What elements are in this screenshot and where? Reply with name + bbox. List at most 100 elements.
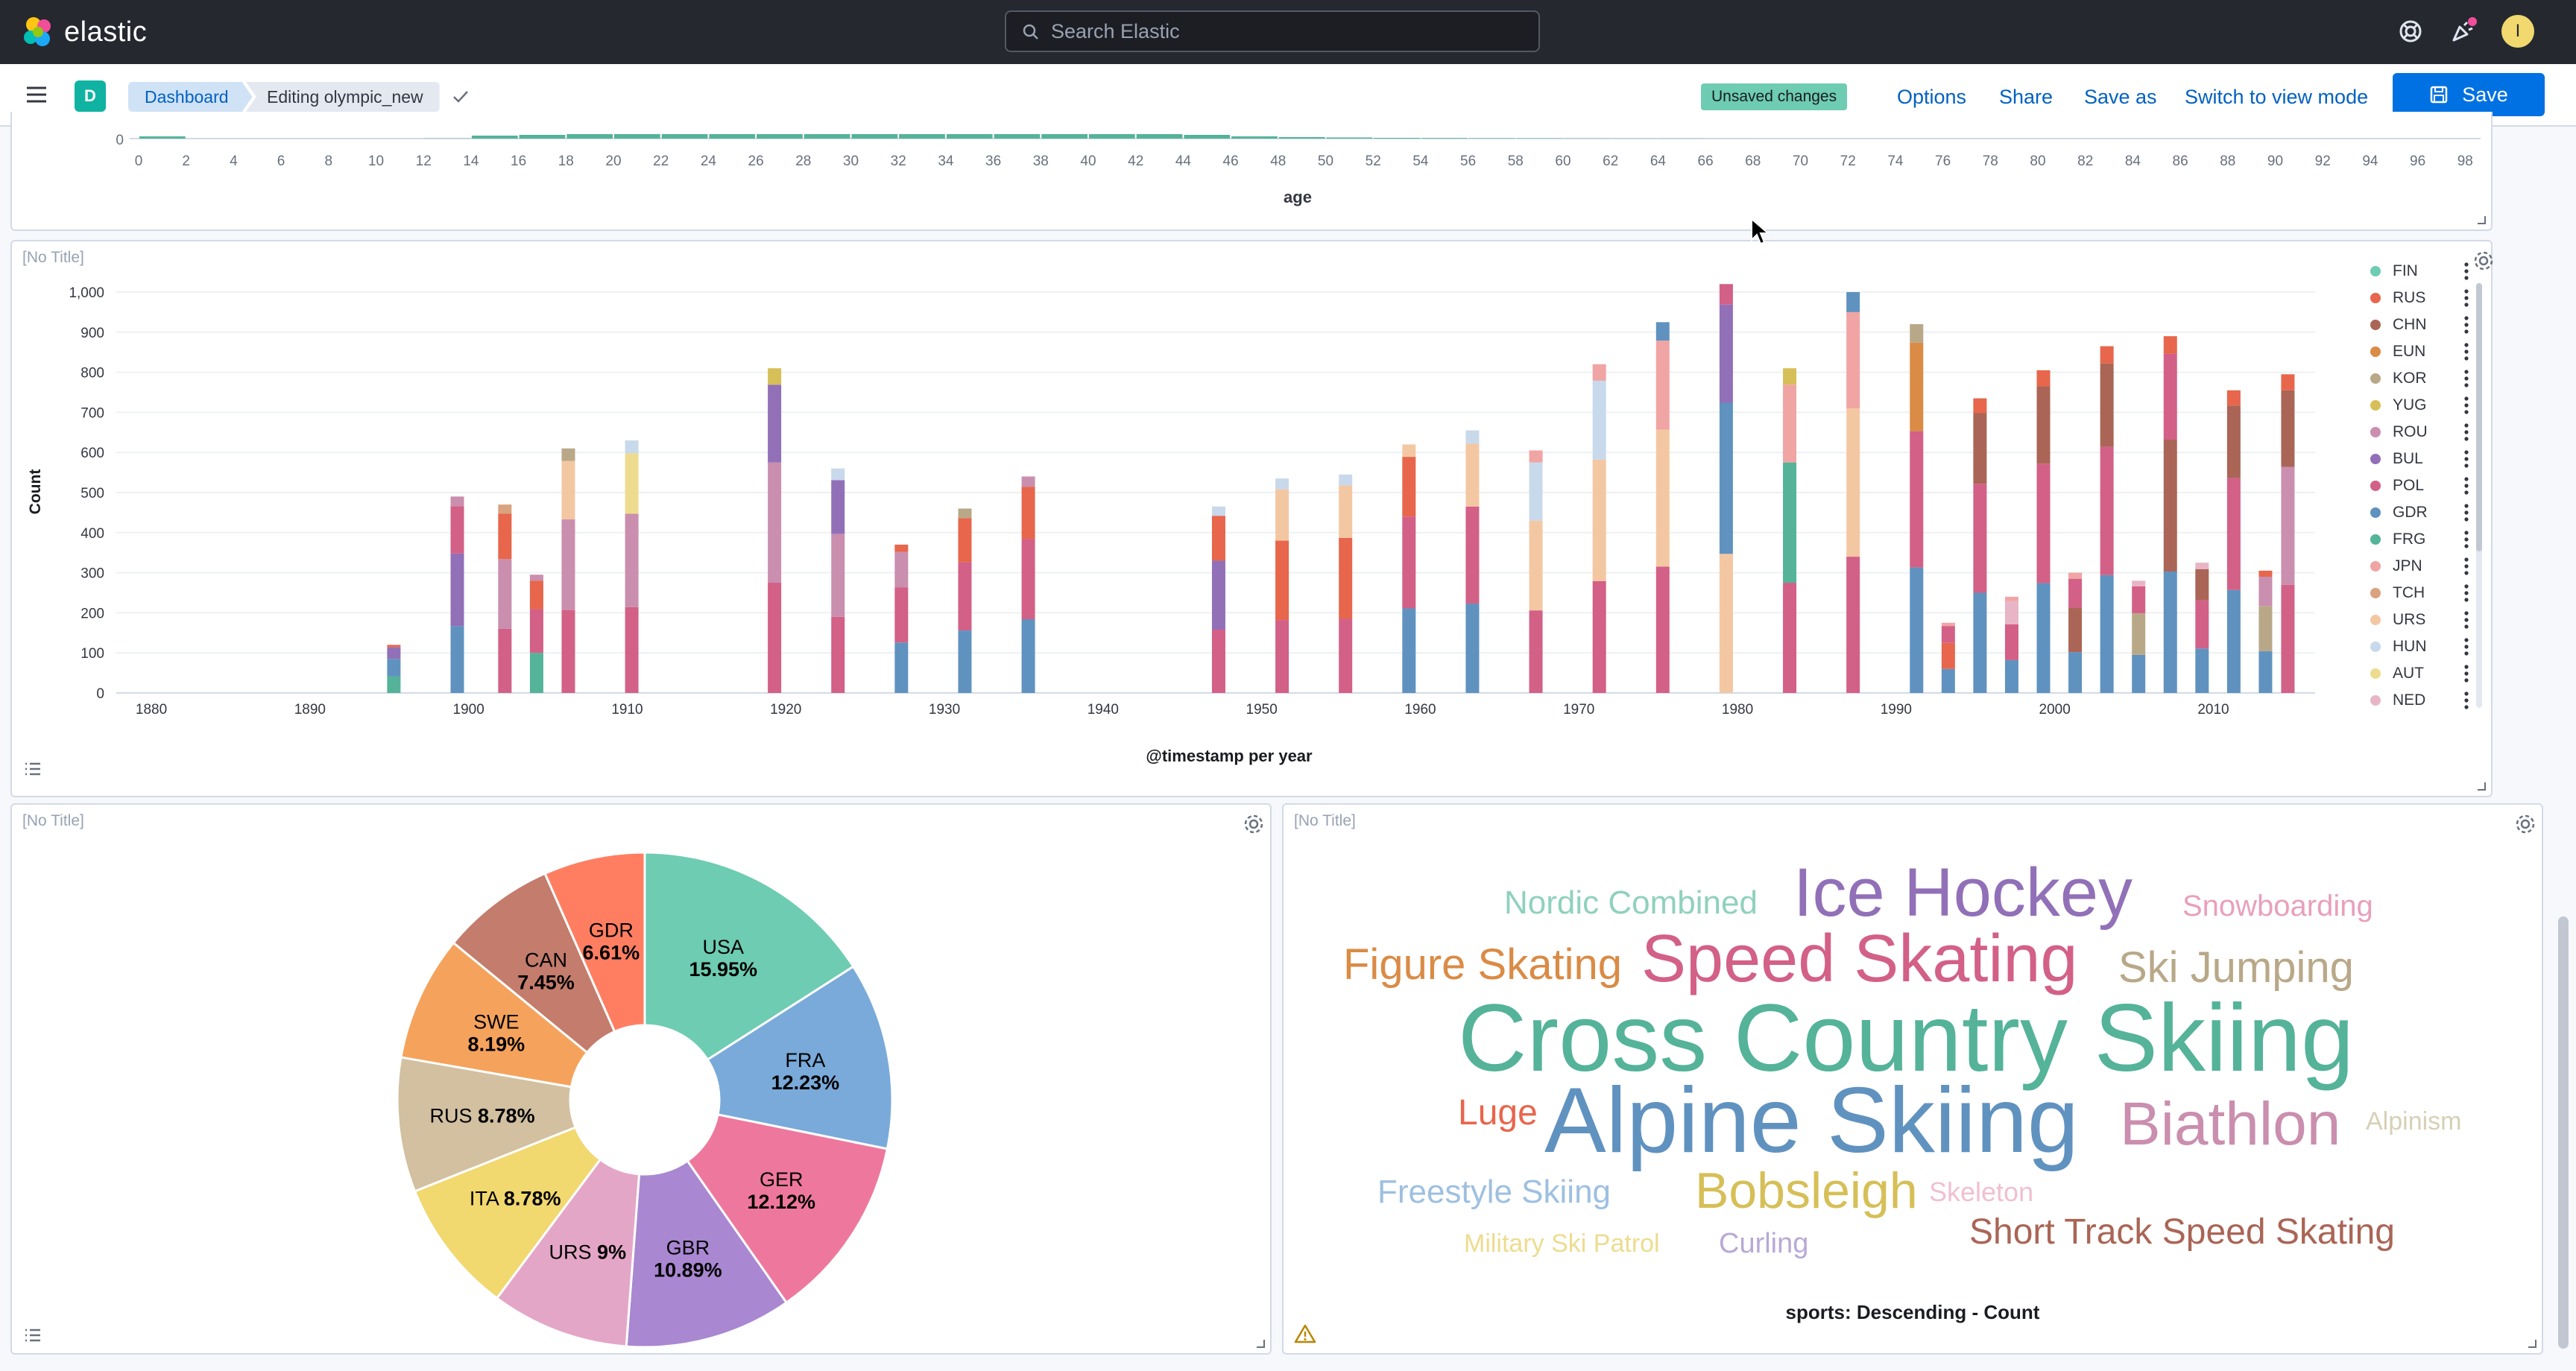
stacked-bar-segment[interactable] bbox=[2258, 606, 2273, 652]
legend-item-actions-icon[interactable] bbox=[2464, 663, 2469, 684]
legend-item-hun[interactable]: HUN bbox=[2370, 633, 2427, 660]
stacked-bar-segment[interactable] bbox=[561, 609, 575, 693]
histogram-bar[interactable] bbox=[994, 134, 1041, 139]
stacked-bar-segment[interactable] bbox=[1529, 520, 1543, 611]
stacked-bar-segment[interactable] bbox=[768, 368, 782, 385]
stacked-bar-segment[interactable] bbox=[2004, 624, 2018, 660]
legend-item-pol[interactable]: POL bbox=[2370, 472, 2424, 499]
stacked-bar-segment[interactable] bbox=[2281, 584, 2295, 693]
tag-cloud-word[interactable]: Short Track Speed Skating bbox=[1969, 1212, 2395, 1252]
tag-cloud-word[interactable]: Military Ski Patrol bbox=[1464, 1229, 1660, 1258]
stacked-bar-segment[interactable] bbox=[1655, 322, 1670, 341]
donut-slice-fra[interactable] bbox=[706, 965, 894, 1150]
stacked-bar-segment[interactable] bbox=[2195, 600, 2209, 649]
stacked-bar-segment[interactable] bbox=[1719, 554, 1733, 693]
legend-item-chn[interactable]: CHN bbox=[2370, 311, 2427, 338]
donut-slice-swe[interactable] bbox=[400, 941, 589, 1089]
histogram-bar[interactable] bbox=[471, 136, 518, 139]
stacked-bar-segment[interactable] bbox=[1973, 398, 1987, 414]
stacked-bar-segment[interactable] bbox=[1211, 629, 1225, 693]
legend-item-actions-icon[interactable] bbox=[2464, 502, 2469, 523]
stacked-bar-segment[interactable] bbox=[625, 607, 639, 693]
stacked-bar-segment[interactable] bbox=[1021, 619, 1035, 693]
stacked-bar-segment[interactable] bbox=[2068, 607, 2083, 653]
stacked-bar-segment[interactable] bbox=[529, 574, 543, 581]
user-avatar[interactable]: I bbox=[2501, 15, 2534, 48]
stacked-bar-segment[interactable] bbox=[2163, 353, 2177, 440]
stacked-bar-segment[interactable] bbox=[1783, 583, 1797, 693]
resize-handle-icon[interactable] bbox=[2475, 213, 2487, 225]
panel-options-gear-icon[interactable] bbox=[2472, 249, 2496, 273]
histogram-bar[interactable] bbox=[757, 134, 803, 139]
stacked-bar-segment[interactable] bbox=[894, 587, 909, 643]
stacked-bar-segment[interactable] bbox=[1783, 384, 1797, 463]
page-scrollbar[interactable] bbox=[2558, 916, 2569, 1349]
tag-cloud-word[interactable]: Skeleton bbox=[1929, 1177, 2034, 1207]
stacked-bar-segment[interactable] bbox=[1465, 443, 1480, 507]
stacked-bar-segment[interactable] bbox=[1275, 540, 1289, 621]
histogram-bar[interactable] bbox=[614, 134, 660, 139]
elastic-logo[interactable]: elastic bbox=[21, 15, 147, 49]
switch-to-view-mode-button[interactable]: Switch to view mode bbox=[2185, 85, 2369, 108]
stacked-bar-segment[interactable] bbox=[831, 468, 845, 481]
stacked-bar-segment[interactable] bbox=[2100, 363, 2114, 447]
stacked-bar-segment[interactable] bbox=[1402, 457, 1416, 517]
stacked-bar-segment[interactable] bbox=[2132, 580, 2146, 586]
breadcrumb-dashboard[interactable]: Dashboard bbox=[128, 82, 253, 112]
stacked-bar-segment[interactable] bbox=[1941, 668, 1955, 693]
histogram-bar[interactable] bbox=[709, 134, 756, 139]
histogram-bar[interactable] bbox=[1278, 137, 1325, 139]
stacked-bar-segment[interactable] bbox=[958, 508, 972, 519]
stacked-bar-segment[interactable] bbox=[2195, 569, 2209, 601]
histogram-bar[interactable] bbox=[139, 136, 186, 139]
legend-toggle-icon[interactable] bbox=[22, 760, 43, 778]
stacked-bar-segment[interactable] bbox=[498, 504, 512, 514]
tag-cloud-word[interactable]: Alpinism bbox=[2366, 1107, 2462, 1136]
histogram-bar[interactable] bbox=[519, 135, 566, 139]
stacked-bar-segment[interactable] bbox=[2004, 601, 2018, 625]
stacked-bar-segment[interactable] bbox=[1402, 444, 1416, 457]
donut-slice-gbr[interactable] bbox=[625, 1159, 789, 1349]
stacked-bar-segment[interactable] bbox=[1783, 368, 1797, 385]
stacked-bar-segment[interactable] bbox=[1529, 450, 1543, 463]
stacked-bar-segment[interactable] bbox=[1941, 622, 1955, 627]
histogram-bar[interactable] bbox=[1041, 134, 1087, 139]
search-input[interactable]: Search Elastic bbox=[1005, 10, 1540, 52]
legend-item-gdr[interactable]: GDR bbox=[2370, 499, 2428, 526]
legend-item-rus[interactable]: RUS bbox=[2370, 285, 2425, 311]
stacked-bar-segment[interactable] bbox=[2258, 576, 2273, 607]
legend-item-actions-icon[interactable] bbox=[2464, 422, 2469, 443]
stacked-bar-segment[interactable] bbox=[1339, 474, 1353, 486]
stacked-bar-segment[interactable] bbox=[1655, 566, 1670, 693]
stacked-bar-segment[interactable] bbox=[1973, 413, 1987, 484]
stacked-bar-segment[interactable] bbox=[1846, 311, 1860, 409]
stacked-bar-segment[interactable] bbox=[831, 616, 845, 693]
histogram-bar[interactable] bbox=[899, 134, 945, 139]
stacked-bar-segment[interactable] bbox=[2036, 386, 2051, 464]
panel-options-gear-icon[interactable] bbox=[1242, 812, 1266, 836]
donut-slice-ita[interactable] bbox=[413, 1126, 602, 1300]
stacked-bar-segment[interactable] bbox=[2100, 346, 2114, 364]
stacked-bar-segment[interactable] bbox=[1592, 580, 1606, 693]
stacked-bar-segment[interactable] bbox=[1910, 431, 1924, 568]
donut-slice-rus[interactable] bbox=[396, 1056, 578, 1193]
donut-slice-usa[interactable] bbox=[643, 851, 855, 1062]
tag-cloud-word[interactable]: Ski Jumping bbox=[2118, 943, 2354, 992]
stacked-bar-segment[interactable] bbox=[625, 453, 639, 514]
legend-item-yug[interactable]: YUG bbox=[2370, 392, 2427, 419]
stacked-bar-segment[interactable] bbox=[2226, 478, 2241, 590]
stacked-bar-segment[interactable] bbox=[1719, 304, 1733, 403]
stacked-bar-segment[interactable] bbox=[529, 609, 543, 653]
donut-slice-can[interactable] bbox=[452, 872, 616, 1054]
stacked-bar-segment[interactable] bbox=[2163, 336, 2177, 354]
stacked-bar-segment[interactable] bbox=[1211, 560, 1225, 630]
stacked-bar-segment[interactable] bbox=[561, 460, 575, 520]
stacked-bar-segment[interactable] bbox=[2258, 570, 2273, 577]
stacked-bar-segment[interactable] bbox=[529, 653, 543, 693]
stacked-bar-segment[interactable] bbox=[450, 506, 464, 554]
stacked-bar-segment[interactable] bbox=[2281, 374, 2295, 390]
legend-item-actions-icon[interactable] bbox=[2464, 261, 2469, 282]
stacked-bar-segment[interactable] bbox=[958, 518, 972, 563]
legend-toggle-icon[interactable] bbox=[22, 1326, 43, 1344]
stacked-bar-segment[interactable] bbox=[1275, 620, 1289, 693]
